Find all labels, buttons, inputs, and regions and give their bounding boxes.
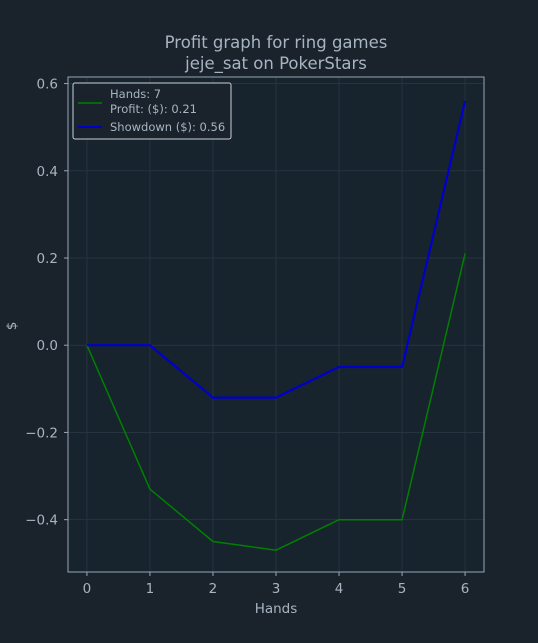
- x-tick-label: 4: [335, 581, 344, 597]
- x-axis-label: Hands: [255, 601, 298, 617]
- y-tick-label: 0.0: [37, 338, 58, 354]
- profit-line: [86, 253, 466, 551]
- x-tick-label: 5: [398, 581, 407, 597]
- y-tick-label: −0.2: [25, 425, 58, 441]
- legend: Hands: 7 Profit: ($): 0.21 Showdown ($):…: [72, 82, 232, 140]
- chart-title: Profit graph for ring games: [165, 33, 388, 52]
- chart-subtitle: jeje_sat on PokerStars: [184, 54, 367, 74]
- y-axis-label: $: [4, 322, 20, 331]
- series-lines: [86, 100, 467, 551]
- legend-hands: Hands: 7: [110, 87, 161, 101]
- axis-ticks: 0 1 2 3 4 5 6 0.6 0.4 0.2 0.0 −0.2 −0.4: [25, 77, 469, 597]
- showdown-line: [86, 100, 467, 399]
- x-tick-label: 6: [461, 581, 470, 597]
- legend-profit: Profit: ($): 0.21: [110, 102, 197, 116]
- x-tick-label: 0: [83, 581, 92, 597]
- x-tick-label: 1: [146, 581, 155, 597]
- y-tick-label: 0.4: [37, 164, 58, 180]
- legend-box: [72, 82, 232, 140]
- y-tick-label: 0.2: [37, 251, 58, 267]
- x-tick-label: 2: [209, 581, 218, 597]
- legend-showdown: Showdown ($): 0.56: [110, 120, 225, 134]
- y-tick-label: −0.4: [25, 513, 58, 529]
- x-tick-label: 3: [272, 581, 281, 597]
- y-tick-label: 0.6: [37, 77, 58, 93]
